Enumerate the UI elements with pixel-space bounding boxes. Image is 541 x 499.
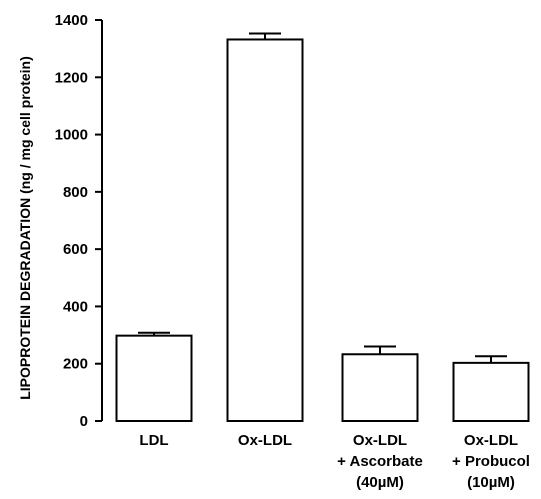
labels: LDL Ox-LDL Ox-LDL + Ascorbate (40µM) Ox-LDL + …	[139, 432, 530, 491]
y-axis-label: LIPOPROTEIN DEGRADATION (ng / mg cell pr…	[17, 56, 33, 400]
category-label: + Ascorbate	[337, 453, 423, 470]
category-label: Ox-LDL	[353, 432, 407, 449]
y-tick-label: 1000	[55, 127, 88, 144]
category-label: Ox-LDL	[238, 432, 292, 449]
y-tick-label: 600	[63, 241, 88, 258]
y-tick-label: 1400	[55, 12, 88, 29]
category-label: Ox-LDL	[464, 432, 518, 449]
bar	[341, 353, 419, 422]
y-tick-label: 200	[63, 356, 88, 373]
bar	[452, 361, 530, 423]
category-label: + Probucol	[452, 453, 530, 470]
category-label: (40µM)	[356, 474, 404, 491]
bars	[115, 32, 530, 423]
y-tick-label: 400	[63, 298, 88, 315]
category-label: (10µM)	[467, 474, 515, 491]
bar	[115, 334, 193, 422]
y-tick-label: 800	[63, 184, 88, 201]
category-label: LDL	[139, 432, 168, 449]
y-tick-label: 0	[80, 413, 88, 430]
y-tick-label: 1200	[55, 69, 88, 86]
axes: 0 200 400 600 800 1000 1200 1400	[55, 12, 103, 430]
bar	[226, 38, 304, 422]
